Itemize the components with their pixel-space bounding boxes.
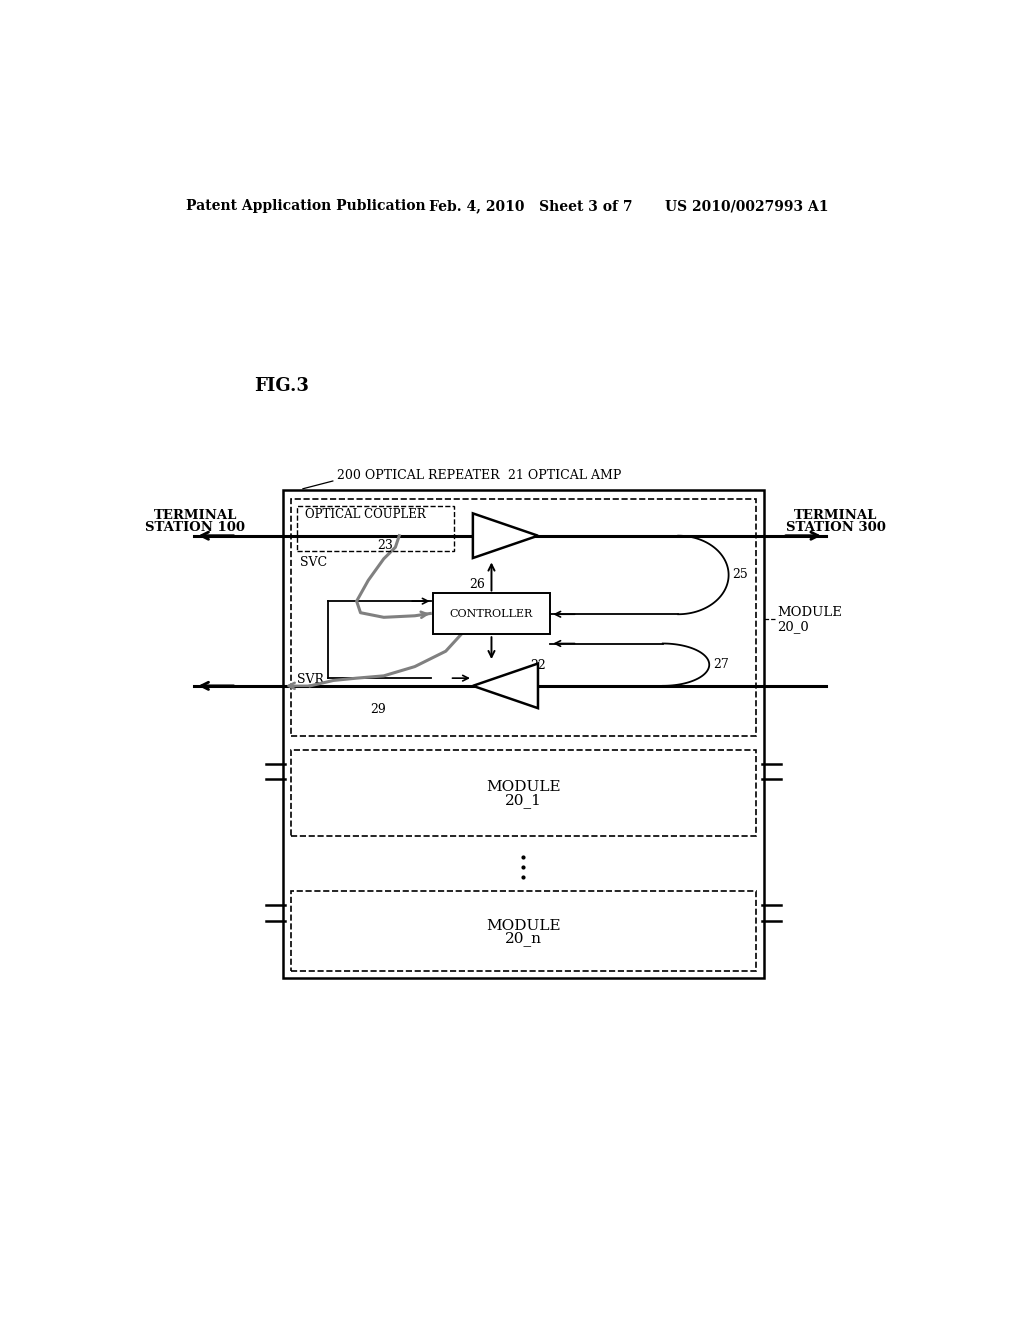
Text: SVR: SVR [297,673,324,686]
Text: STATION 300: STATION 300 [785,521,886,535]
Bar [291,891,756,970]
Bar [432,594,550,635]
Text: 20_1: 20_1 [505,793,542,808]
Text: TERMINAL: TERMINAL [794,508,878,521]
Text: 200 OPTICAL REPEATER: 200 OPTICAL REPEATER [337,469,500,482]
Text: 23: 23 [378,539,393,552]
Bar [297,507,454,552]
Text: Patent Application Publication: Patent Application Publication [186,199,426,213]
Text: STATION 100: STATION 100 [145,521,246,535]
Text: 27: 27 [713,659,729,671]
Text: 26: 26 [469,578,485,591]
Text: 25: 25 [732,569,749,582]
Text: 21 OPTICAL AMP: 21 OPTICAL AMP [508,469,622,482]
Text: 20_0: 20_0 [777,620,809,634]
Bar [291,750,756,836]
Text: MODULE: MODULE [777,606,843,619]
Text: 22: 22 [530,659,546,672]
Text: US 2010/0027993 A1: US 2010/0027993 A1 [665,199,828,213]
Text: TERMINAL: TERMINAL [154,508,238,521]
Polygon shape [473,664,538,708]
Text: 29: 29 [370,704,386,717]
Bar [283,490,764,978]
Text: MODULE: MODULE [486,780,560,795]
Text: MODULE: MODULE [486,919,560,933]
Text: CONTROLLER: CONTROLLER [450,609,534,619]
Text: OPTICAL COUPLER: OPTICAL COUPLER [305,508,425,521]
Text: 20_n: 20_n [505,932,542,946]
Text: FIG.3: FIG.3 [254,378,309,395]
Polygon shape [473,513,538,558]
Text: Feb. 4, 2010   Sheet 3 of 7: Feb. 4, 2010 Sheet 3 of 7 [429,199,632,213]
Bar [291,499,756,737]
Text: SVC: SVC [300,556,328,569]
